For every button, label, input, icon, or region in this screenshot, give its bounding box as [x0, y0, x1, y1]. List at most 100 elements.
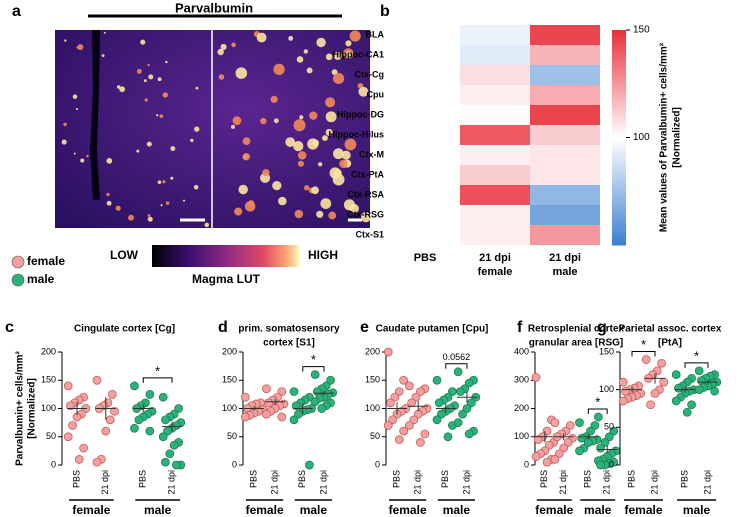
data-point [550, 418, 560, 427]
data-point [432, 415, 442, 425]
legend-marker [11, 273, 25, 287]
heat-cell [530, 105, 600, 125]
data-point [262, 409, 271, 419]
data-point [409, 415, 419, 425]
colorbar-step [612, 33, 626, 38]
cell [312, 139, 319, 147]
x-tick-label: PBS [297, 470, 307, 488]
data-point [291, 401, 301, 411]
cell [294, 209, 304, 219]
heat-cell [460, 45, 530, 65]
heat-cell [530, 45, 600, 65]
cell [273, 63, 285, 76]
data-point [161, 415, 170, 425]
heat-cell [460, 205, 530, 225]
heat-cell [390, 25, 460, 45]
data-point [407, 398, 416, 408]
y-axis-label: Parvalbumin+ cells/mm² [15, 350, 26, 465]
cell [325, 111, 337, 123]
cell [293, 119, 306, 132]
data-point [605, 432, 614, 442]
data-point [609, 426, 619, 436]
cell [136, 68, 142, 74]
significance-bracket [631, 351, 656, 357]
y-tick-label: 100 [222, 403, 237, 413]
data-point [107, 390, 117, 399]
row-label: Ctx-RSA [347, 189, 384, 199]
heat-cell [530, 125, 600, 145]
cell [170, 146, 176, 152]
data-point [310, 370, 320, 379]
data-point [399, 426, 408, 436]
significance-label: * [641, 337, 646, 352]
cell [170, 176, 174, 180]
heat-cell [530, 205, 600, 225]
colorbar-step [612, 94, 626, 99]
x-tick-label: PBS [679, 470, 689, 488]
cell [293, 140, 304, 152]
y-tick-label: 0 [609, 459, 614, 469]
cell [77, 44, 84, 51]
cell [106, 158, 113, 164]
data-point [586, 426, 595, 436]
significance-label: 0.0562 [443, 352, 471, 362]
cell [144, 98, 148, 102]
colorbar-step [612, 76, 626, 81]
group-label: female [246, 503, 284, 517]
row-label: Hippoc-Hilus [329, 129, 385, 139]
y-tick-label: 200 [41, 346, 56, 356]
data-point [79, 443, 88, 453]
heat-cell [530, 85, 600, 105]
heat-cell [390, 45, 460, 65]
data-point [264, 398, 273, 408]
cell [143, 79, 147, 83]
y-tick-label: 200 [222, 346, 237, 356]
row-label: Hippoc-DG [337, 109, 384, 119]
data-point [659, 377, 669, 387]
panel-label: e [360, 319, 369, 336]
data-point [687, 400, 696, 410]
cell [260, 117, 267, 125]
cell [341, 150, 351, 160]
y-tick-label: 0 [51, 459, 56, 469]
cell [159, 114, 164, 118]
row-label: Ctx-S1 [355, 229, 384, 239]
x-tick-label: PBS [539, 470, 549, 488]
cell [140, 39, 146, 45]
cell [157, 180, 162, 185]
colorbar-step [612, 65, 626, 70]
x-tick-label: PBS [248, 470, 258, 488]
heat-cell [390, 105, 460, 125]
colorbar-step [612, 205, 626, 210]
cell [136, 149, 140, 153]
colorbar-step [612, 155, 626, 160]
group-label: male [584, 503, 612, 517]
y-tick-label: 100 [599, 384, 614, 394]
cell [165, 201, 170, 205]
data-point [399, 375, 408, 385]
cell [101, 54, 105, 57]
cell [304, 185, 310, 191]
cell [273, 118, 279, 124]
data-point [383, 421, 393, 430]
cell [220, 43, 227, 50]
cell [345, 40, 352, 47]
group-label: male [144, 503, 172, 517]
data-point [657, 358, 666, 368]
data-point [596, 443, 605, 453]
cell [332, 148, 344, 160]
cell [165, 60, 168, 64]
cell [194, 126, 200, 132]
heat-cell [390, 125, 460, 145]
cell [76, 46, 79, 49]
cell [270, 95, 278, 103]
x-tick-label: 21 dpi [413, 470, 423, 495]
colorbar-step [612, 101, 626, 106]
cell [190, 138, 194, 143]
legend-label: female [27, 254, 65, 268]
cell [103, 31, 106, 34]
y-tick-label: 150 [222, 375, 237, 385]
data-point [172, 460, 181, 470]
cell [332, 72, 345, 85]
